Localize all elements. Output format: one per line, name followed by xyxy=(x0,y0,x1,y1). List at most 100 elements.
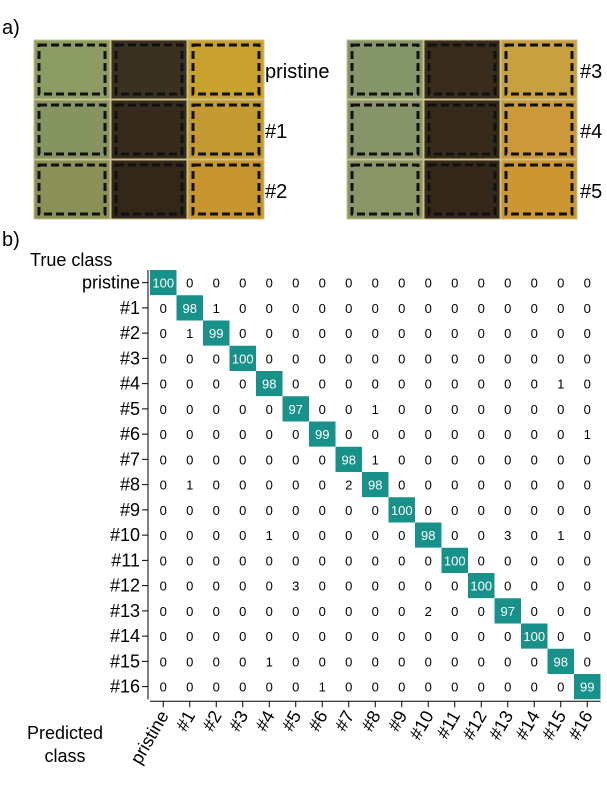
cell-value: 0 xyxy=(584,579,591,594)
cell-value: 100 xyxy=(152,276,174,291)
cell-value: 0 xyxy=(584,654,591,669)
cell-value: 0 xyxy=(292,680,299,695)
cell-value: 0 xyxy=(478,276,485,291)
cell-value: 0 xyxy=(186,553,193,568)
cell-value: 0 xyxy=(504,276,511,291)
y-tick-label: #3 xyxy=(120,348,140,368)
cell-value: 0 xyxy=(425,478,432,493)
cell-value: 0 xyxy=(557,276,564,291)
cell-value: 0 xyxy=(213,528,220,543)
cell-value: 0 xyxy=(478,452,485,467)
cell-value: 99 xyxy=(315,427,329,442)
cell-value: 0 xyxy=(160,579,167,594)
cell-value: 0 xyxy=(425,680,432,695)
swatch xyxy=(347,40,423,99)
cell-value: 0 xyxy=(160,528,167,543)
y-tick-label: #5 xyxy=(120,399,140,419)
cell-value: 0 xyxy=(478,680,485,695)
cell-value: 0 xyxy=(451,402,458,417)
cell-value: 0 xyxy=(504,503,511,518)
swatch-label: #3 xyxy=(580,61,602,83)
cell-value: 0 xyxy=(372,276,379,291)
cell-value: 0 xyxy=(160,326,167,341)
cell-value: 0 xyxy=(557,553,564,568)
cell-value: 0 xyxy=(345,553,352,568)
cell-value: 0 xyxy=(266,604,273,619)
cell-value: 0 xyxy=(186,528,193,543)
cell-value: 0 xyxy=(478,427,485,442)
cell-value: 0 xyxy=(425,427,432,442)
cell-value: 0 xyxy=(398,680,405,695)
x-tick-label: #12 xyxy=(458,707,490,743)
cell-value: 0 xyxy=(266,452,273,467)
y-tick-label: #8 xyxy=(120,475,140,495)
swatch xyxy=(188,160,264,219)
cell-value: 0 xyxy=(451,276,458,291)
cell-value: 98 xyxy=(554,654,568,669)
x-tick-label: #2 xyxy=(198,707,225,734)
cell-value: 0 xyxy=(160,377,167,392)
x-tick-label: #1 xyxy=(172,707,199,734)
cell-value: 0 xyxy=(213,629,220,644)
cell-value: 0 xyxy=(372,427,379,442)
cell-value: 2 xyxy=(345,478,352,493)
cell-value: 0 xyxy=(292,351,299,366)
cell-value: 0 xyxy=(372,553,379,568)
y-tick-label: #11 xyxy=(111,550,140,570)
cell-value: 0 xyxy=(213,604,220,619)
cell-value: 0 xyxy=(504,427,511,442)
cell-value: 0 xyxy=(425,553,432,568)
swatch xyxy=(111,100,187,159)
cell-value: 0 xyxy=(504,579,511,594)
cell-value: 0 xyxy=(160,452,167,467)
cell-value: 0 xyxy=(160,604,167,619)
cell-value: 0 xyxy=(425,402,432,417)
cell-value: 0 xyxy=(292,452,299,467)
cell-value: 98 xyxy=(421,528,435,543)
swatch xyxy=(424,100,500,159)
cell-value: 0 xyxy=(425,351,432,366)
cell-value: 0 xyxy=(239,654,246,669)
cell-value: 0 xyxy=(239,579,246,594)
cell-value: 0 xyxy=(372,301,379,316)
cell-value: 0 xyxy=(292,553,299,568)
cell-value: 0 xyxy=(504,452,511,467)
cell-value: 0 xyxy=(345,276,352,291)
cell-value: 1 xyxy=(319,680,326,695)
cell-value: 0 xyxy=(319,579,326,594)
cell-value: 0 xyxy=(451,528,458,543)
x-tick-label: #6 xyxy=(304,707,331,734)
cell-value: 0 xyxy=(531,654,538,669)
cell-value: 0 xyxy=(557,604,564,619)
cell-value: 0 xyxy=(372,326,379,341)
cell-value: 0 xyxy=(266,427,273,442)
cell-value: 0 xyxy=(345,680,352,695)
cell-value: 0 xyxy=(451,654,458,669)
cell-value: 0 xyxy=(186,427,193,442)
cell-value: 0 xyxy=(213,680,220,695)
cell-value: 0 xyxy=(398,654,405,669)
cell-value: 0 xyxy=(372,629,379,644)
cell-value: 0 xyxy=(584,503,591,518)
cell-value: 0 xyxy=(239,680,246,695)
cell-value: 0 xyxy=(266,276,273,291)
swatch-label: #1 xyxy=(265,121,287,143)
cell-value: 99 xyxy=(580,680,594,695)
cell-value: 0 xyxy=(319,478,326,493)
cell-value: 3 xyxy=(292,579,299,594)
cell-value: 0 xyxy=(213,579,220,594)
swatch xyxy=(347,160,423,219)
cell-value: 2 xyxy=(425,604,432,619)
cell-value: 0 xyxy=(345,654,352,669)
cell-value: 0 xyxy=(213,402,220,417)
cell-value: 0 xyxy=(266,579,273,594)
cell-value: 0 xyxy=(478,402,485,417)
cell-value: 0 xyxy=(160,478,167,493)
cell-value: 0 xyxy=(398,351,405,366)
cell-value: 0 xyxy=(160,680,167,695)
cell-value: 0 xyxy=(239,427,246,442)
cell-value: 0 xyxy=(398,553,405,568)
cell-value: 0 xyxy=(531,351,538,366)
y-tick-label: #13 xyxy=(110,601,140,621)
cell-value: 0 xyxy=(557,503,564,518)
